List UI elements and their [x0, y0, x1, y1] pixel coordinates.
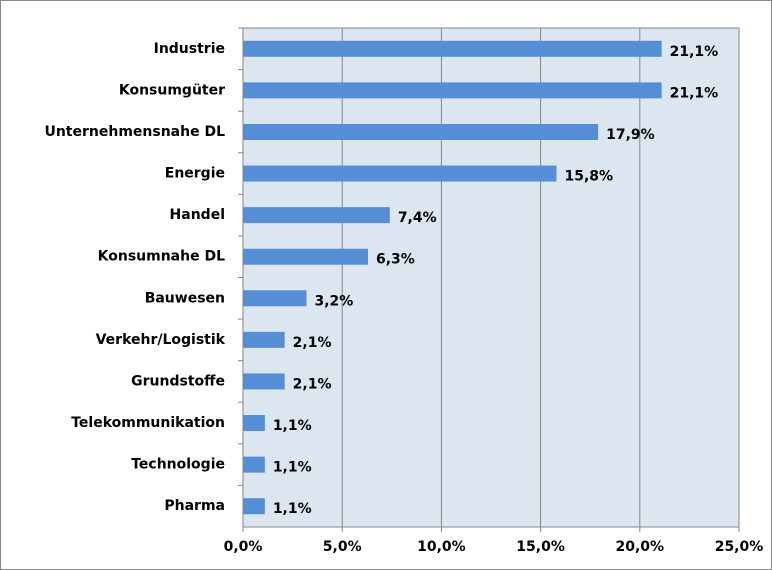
- value-label: 1,1%: [273, 501, 312, 517]
- value-label: 3,2%: [314, 293, 353, 309]
- y-tick-label: Industrie: [154, 41, 225, 57]
- y-tick-label: Unternehmensnahe DL: [44, 124, 225, 140]
- y-tick-label: Bauwesen: [145, 290, 225, 306]
- x-tick-label: 5,0%: [323, 539, 362, 555]
- x-tick-label: 15,0%: [516, 539, 565, 555]
- value-label: 1,1%: [273, 460, 312, 476]
- value-label: 21,1%: [670, 44, 719, 60]
- value-label: 6,3%: [376, 252, 415, 268]
- bar: [243, 290, 307, 307]
- y-tick-label: Grundstoffe: [131, 373, 225, 389]
- x-tick-label: 10,0%: [417, 539, 466, 555]
- bar: [243, 82, 662, 99]
- x-tick-label: 25,0%: [715, 539, 764, 555]
- value-label: 2,1%: [293, 335, 332, 351]
- bar: [243, 123, 599, 140]
- bar: [243, 498, 265, 515]
- bar: [243, 40, 662, 57]
- bar: [243, 165, 557, 182]
- bar: [243, 373, 285, 390]
- x-tick-label: 0,0%: [224, 539, 263, 555]
- value-label: 15,8%: [564, 169, 613, 185]
- y-tick-label: Handel: [170, 207, 225, 223]
- value-label: 21,1%: [670, 85, 719, 101]
- y-tick-label: Konsumnahe DL: [98, 249, 225, 265]
- bar: [243, 331, 285, 348]
- y-tick-label: Pharma: [164, 498, 225, 514]
- value-label: 2,1%: [293, 376, 332, 392]
- y-tick-label: Energie: [165, 166, 225, 182]
- x-tick-label: 20,0%: [616, 539, 665, 555]
- bar: [243, 415, 265, 432]
- y-tick-label: Telekommunikation: [71, 415, 225, 431]
- bar: [243, 248, 368, 265]
- value-label: 7,4%: [398, 210, 437, 226]
- value-label: 17,9%: [606, 127, 655, 143]
- bar: [243, 456, 265, 473]
- y-tick-label: Verkehr/Logistik: [96, 332, 226, 348]
- y-tick-label: Konsumgüter: [119, 82, 225, 98]
- y-tick-label: Technologie: [131, 457, 225, 473]
- bar: [243, 207, 390, 224]
- value-label: 1,1%: [273, 418, 312, 434]
- plot-area: [243, 28, 739, 527]
